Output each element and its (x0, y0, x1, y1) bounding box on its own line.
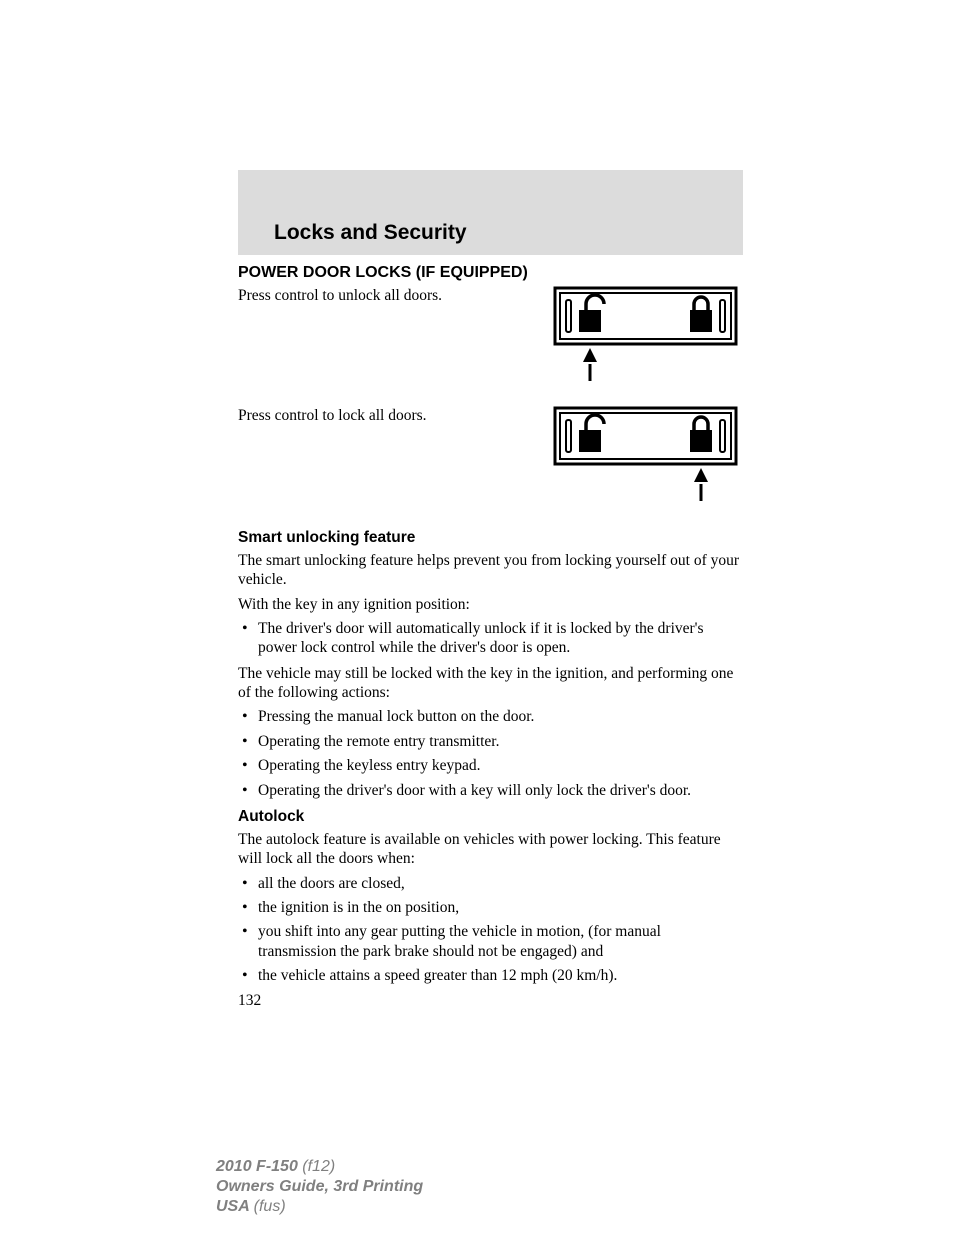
heading-autolock: Autolock (238, 808, 743, 826)
list-item: The driver's door will automatically unl… (238, 619, 743, 658)
page-number: 132 (238, 992, 743, 1010)
list-item: Operating the keyless entry keypad. (238, 756, 743, 775)
list-item: the vehicle attains a speed greater than… (238, 966, 743, 985)
list-item: you shift into any gear putting the vehi… (238, 922, 743, 961)
autolock-p1: The autolock feature is available on veh… (238, 830, 743, 869)
list-item: Pressing the manual lock button on the d… (238, 707, 743, 726)
heading-power-door-locks: POWER DOOR LOCKS (IF EQUIPPED) (238, 264, 743, 282)
smart-unlock-p2: With the key in any ignition position: (238, 595, 743, 614)
page-title: Locks and Security (274, 221, 467, 245)
footer-model: 2010 F-150 (216, 1158, 302, 1175)
footer-code1: (f12) (302, 1158, 335, 1175)
unlock-row: Press control to unlock all doors. (238, 286, 743, 400)
header-banner: Locks and Security (238, 170, 743, 255)
lock-diagram-icon (553, 406, 738, 506)
footer-line-1: 2010 F-150 (f12) (216, 1157, 423, 1177)
lock-row: Press control to lock all doors. (238, 406, 743, 520)
list-item: Operating the driver's door with a key w… (238, 781, 743, 800)
smart-unlock-p3: The vehicle may still be locked with the… (238, 664, 743, 703)
footer-line-2: Owners Guide, 3rd Printing (216, 1177, 423, 1197)
footer-line-3: USA (fus) (216, 1197, 423, 1217)
smart-unlock-p1: The smart unlocking feature helps preven… (238, 551, 743, 590)
unlock-diagram-icon (553, 286, 738, 386)
footer: 2010 F-150 (f12) Owners Guide, 3rd Print… (216, 1157, 423, 1217)
content-area: POWER DOOR LOCKS (IF EQUIPPED) Press con… (238, 264, 743, 1010)
smart-unlock-list2: Pressing the manual lock button on the d… (238, 707, 743, 800)
unlock-text: Press control to unlock all doors. (238, 286, 541, 305)
smart-unlock-list1: The driver's door will automatically unl… (238, 619, 743, 658)
autolock-list: all the doors are closed, the ignition i… (238, 874, 743, 986)
heading-smart-unlock: Smart unlocking feature (238, 529, 743, 547)
list-item: the ignition is in the on position, (238, 898, 743, 917)
lock-text: Press control to lock all doors. (238, 406, 541, 425)
footer-region: USA (216, 1198, 254, 1215)
list-item: Operating the remote entry transmitter. (238, 732, 743, 751)
list-item: all the doors are closed, (238, 874, 743, 893)
footer-code2: (fus) (254, 1198, 286, 1215)
